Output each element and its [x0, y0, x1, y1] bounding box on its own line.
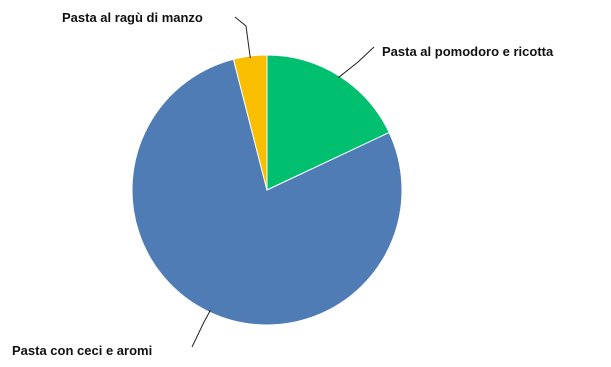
pie-slices: [131, 54, 403, 326]
slice-label-pasta-con-ceci-e-aromi: Pasta con ceci e aromi: [12, 343, 152, 358]
slice-labels: Pasta al pomodoro e ricotta Pasta con cec…: [12, 10, 554, 358]
leader-line-pasta-al-pomodoro-e-ricotta: [337, 46, 375, 79]
leader-lines: [191, 16, 375, 348]
leader-line-pasta-al-ragu-di-manzo: [234, 16, 251, 59]
slice-label-pasta-al-pomodoro-e-ricotta: Pasta al pomodoro e ricotta: [382, 44, 554, 59]
slice-label-pasta-al-ragu-di-manzo: Pasta al ragù di manzo: [62, 10, 203, 25]
pie-slice-pasta-al-pomodoro-e-ricotta: [266, 54, 390, 191]
leader-line-pasta-con-ceci-e-aromi: [191, 310, 211, 348]
